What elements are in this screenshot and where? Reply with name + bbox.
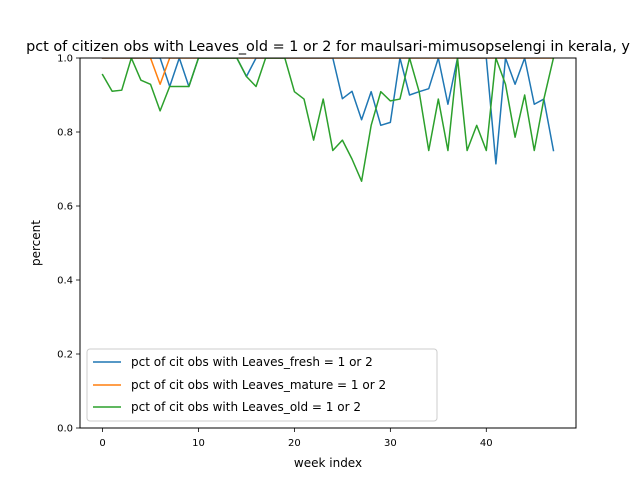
y-tick-label: 1.0 bbox=[57, 54, 73, 65]
legend-label-mature: pct of cit obs with Leaves_mature = 1 or… bbox=[131, 378, 386, 392]
y-axis-label: percent bbox=[29, 220, 43, 266]
legend-label-old: pct of cit obs with Leaves_old = 1 or 2 bbox=[131, 400, 361, 414]
x-tick-label: 30 bbox=[384, 438, 397, 449]
series-layer bbox=[101, 58, 555, 182]
series-line-0 bbox=[101, 58, 555, 165]
legend-label-fresh: pct of cit obs with Leaves_fresh = 1 or … bbox=[131, 355, 373, 369]
y-tick-label: 0.8 bbox=[57, 128, 73, 139]
x-axis: 0 10 20 30 40 bbox=[99, 428, 493, 449]
y-tick-label: 0.4 bbox=[57, 276, 73, 287]
x-axis-label: week index bbox=[294, 456, 362, 470]
x-tick-label: 40 bbox=[480, 438, 493, 449]
y-tick-label: 0.2 bbox=[57, 350, 73, 361]
x-tick-label: 10 bbox=[192, 438, 205, 449]
legend-box bbox=[86, 348, 438, 422]
plot-frame bbox=[79, 57, 577, 429]
chart-title: pct of citizen obs with Leaves_old = 1 o… bbox=[26, 39, 630, 55]
series-line-2 bbox=[101, 58, 555, 182]
y-axis: 0.0 0.2 0.4 0.6 0.8 1.0 bbox=[57, 54, 80, 435]
legend: pct of cit obs with Leaves_fresh = 1 or … bbox=[86, 348, 438, 422]
y-tick-label: 0.6 bbox=[57, 202, 73, 213]
x-tick-label: 0 bbox=[99, 438, 105, 449]
x-tick-label: 20 bbox=[288, 438, 301, 449]
y-tick-label: 0.0 bbox=[57, 424, 73, 435]
